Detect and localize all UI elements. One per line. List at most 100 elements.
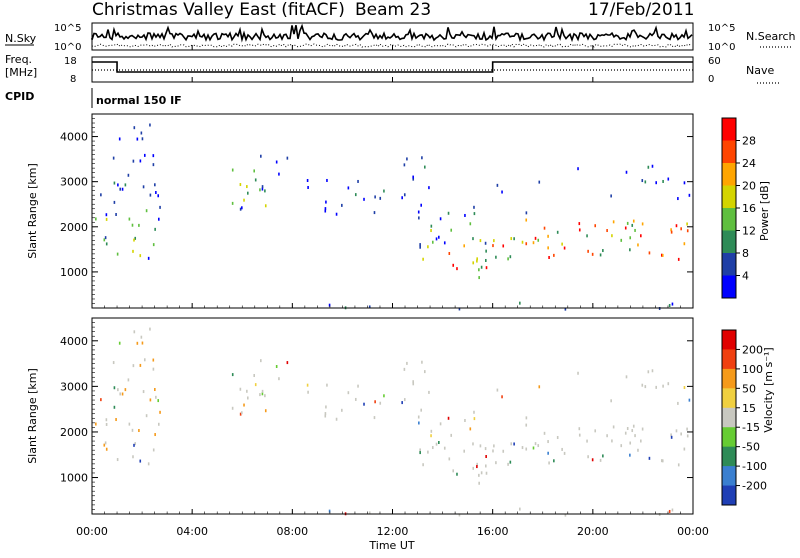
velocity-cell [675, 429, 678, 433]
velocity-cell [510, 442, 513, 446]
velocity-cell [525, 423, 528, 427]
velocity-cell [307, 390, 309, 394]
power-cell [138, 223, 140, 227]
velocity-cell [419, 451, 421, 455]
power-cell [625, 170, 628, 174]
velocity-cell [683, 447, 686, 451]
power-colorbar-label: Power [dB] [758, 181, 771, 241]
velocity-cell [421, 360, 423, 364]
power-cell [260, 154, 262, 158]
velocity-cell [420, 408, 422, 412]
velocity-cell [133, 330, 136, 334]
velocity-cell [548, 461, 550, 465]
velocity-cell [538, 385, 541, 389]
velocity-cell [660, 459, 663, 463]
ytick-label: 2000 [60, 426, 88, 439]
velocity-cell [610, 399, 612, 403]
colorbar-swatch [722, 427, 736, 448]
power-cell [537, 238, 540, 242]
power-cell [473, 205, 475, 209]
power-cell [686, 229, 689, 233]
power-cell [629, 248, 631, 252]
power-cell [667, 177, 670, 181]
velocity-cell [658, 513, 661, 517]
power-cell [439, 217, 442, 221]
power-cell [602, 249, 604, 253]
velocity-cell [418, 421, 420, 425]
velocity-cell [149, 327, 151, 331]
velocity-cell [634, 434, 636, 438]
power-cell [325, 200, 327, 204]
velocity-cell [253, 374, 256, 378]
power-cell [591, 252, 594, 256]
power-cell [476, 257, 478, 261]
power-cell [660, 253, 663, 257]
power-cell [239, 183, 242, 187]
colorbar-swatch [722, 275, 736, 299]
power-cell [428, 186, 430, 190]
velocity-cell [142, 390, 145, 394]
ytick-label: 4000 [60, 335, 88, 348]
power-cell [307, 185, 309, 189]
power-cell [347, 186, 350, 190]
velocity-cell [124, 388, 127, 392]
power-cell [374, 195, 376, 199]
ytick-label: 2000 [60, 221, 88, 234]
power-cell [154, 183, 156, 187]
velocity-cell [239, 387, 242, 391]
velocity-cell [670, 433, 672, 437]
freq-tick-top: 18 [64, 56, 77, 67]
colorbar-swatch [722, 185, 736, 209]
velocity-cell [324, 412, 327, 416]
power-cell [641, 222, 644, 226]
cpid-value: normal 150 IF [96, 94, 182, 107]
velocity-cell [147, 462, 150, 466]
power-cell [683, 242, 686, 246]
power-cell [113, 181, 116, 185]
power-cell [264, 204, 267, 208]
power-cell [253, 169, 256, 173]
velocity-cell [422, 463, 424, 467]
velocity-cell [458, 513, 461, 517]
power-cell [419, 245, 421, 249]
power-cell [423, 165, 426, 169]
power-cell [254, 178, 257, 182]
velocity-cell [624, 431, 627, 435]
velocity-cell [513, 442, 515, 446]
power-cell [438, 235, 440, 239]
nsky-label: N.Sky [5, 32, 37, 45]
velocity-cell [354, 397, 357, 401]
velocity-cell [547, 440, 549, 444]
velocity-colorbar-label: Velocity [m s⁻¹] [762, 347, 775, 432]
power-yticks: 4000 3000 2000 1000 [60, 118, 693, 304]
velocity-cell [435, 442, 438, 446]
velocity-cell [577, 371, 579, 375]
power-cell [675, 224, 678, 228]
freq-series [92, 61, 693, 73]
velocity-cell [502, 449, 505, 453]
velocity-cell [670, 435, 673, 439]
velocity-cell [564, 513, 567, 517]
velocity-cell [103, 443, 106, 447]
velocity-cell [138, 429, 140, 433]
power-cell [139, 254, 142, 258]
power-cell [472, 261, 475, 265]
colorbar-tick-label: 4 [742, 270, 749, 283]
ytick-label: 3000 [60, 176, 88, 189]
velocity-cell [347, 391, 350, 395]
power-cell [119, 187, 122, 191]
velocity-cell [428, 390, 430, 394]
velocity-cell [599, 458, 602, 462]
velocity-cell [484, 447, 487, 451]
velocity-cell [152, 448, 155, 452]
velocity-cell [136, 341, 139, 345]
power-cell [105, 242, 108, 246]
power-cell [112, 156, 115, 160]
power-cell [677, 257, 680, 261]
velocity-cell [686, 434, 689, 438]
power-cell [606, 229, 608, 233]
power-cell [493, 239, 495, 243]
power-cell [324, 209, 327, 213]
power-cell [553, 253, 555, 257]
velocity-cell [278, 377, 280, 381]
